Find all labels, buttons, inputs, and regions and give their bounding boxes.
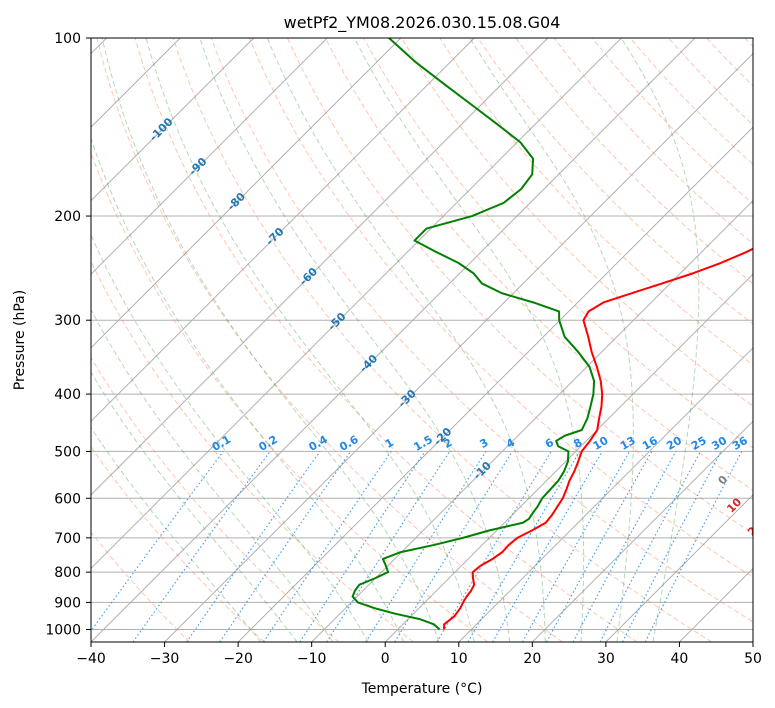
x-tick-label: 20 [523, 651, 541, 667]
background-grid [91, 38, 753, 642]
dry-adiabat-line [172, 38, 713, 642]
moist-adiabat-line [91, 426, 262, 642]
y-tick-label: 300 [54, 313, 81, 329]
reference-lines [91, 38, 753, 642]
isotherm-line [237, 126, 753, 642]
wet-bulb-label: 20 [745, 519, 765, 539]
moist-adiabat-line [354, 38, 585, 642]
isotherm-line [164, 52, 753, 642]
mixing-ratio-line [91, 451, 224, 632]
y-axis-label: Pressure (hPa) [12, 290, 28, 390]
dry-adiabat-line [134, 38, 638, 642]
mixing-ratio-line [326, 451, 451, 642]
axes: −40 −30 −20 −10 0 10 20 30 40 50 100 200 300 400 500 60… [45, 31, 762, 667]
isotherm-line [91, 38, 402, 349]
x-tick-label: −40 [76, 651, 106, 667]
mixing-ratio-line [644, 451, 743, 642]
mixing-ratio-line [521, 451, 631, 642]
isotherm-line [531, 420, 753, 642]
x-tick-label: 40 [671, 651, 689, 667]
moist-adiabat-line [145, 38, 475, 642]
isotherm-line [91, 38, 549, 496]
mixing-ratio-line [572, 451, 677, 642]
moist-adiabat-line [101, 38, 440, 642]
dry-adiabat-line [91, 260, 414, 642]
y-tick-label: 200 [54, 209, 81, 225]
dry-adiabat-line [325, 38, 753, 491]
x-tick-label: 10 [450, 651, 468, 667]
dry-adiabat-line [401, 38, 753, 407]
y-tick-label: 400 [54, 387, 81, 403]
isotherm-line [605, 494, 753, 642]
isotherm-line [458, 347, 753, 642]
dry-adiabat-line [515, 38, 753, 285]
moist-adiabat-line [266, 38, 546, 642]
y-tick-label: 800 [54, 565, 81, 581]
profile-dewpoint [351, 38, 596, 631]
dry-adiabat-line [91, 531, 191, 642]
x-tick-label: 30 [597, 651, 615, 667]
x-tick-label: 0 [381, 651, 390, 667]
isotherm-line [91, 38, 475, 423]
profile-lines [351, 38, 753, 631]
mixing-ratio-line [219, 451, 352, 642]
isotherm-line [311, 199, 753, 642]
y-tick-label: 1000 [45, 622, 81, 638]
isotherm-line [91, 38, 328, 275]
dry-adiabat-line [477, 38, 753, 325]
mixing-ratio-line [394, 451, 513, 642]
dry-adiabat-line [248, 38, 753, 578]
mixing-ratio-line [546, 451, 653, 642]
mixing-ratio-line [263, 451, 392, 642]
moist-adiabat-line [620, 38, 700, 642]
dry-adiabat-line [91, 151, 489, 642]
mixing-ratio-line [132, 451, 271, 642]
mixing-ratio-line [186, 451, 321, 642]
dry-adiabat-line [210, 38, 753, 623]
dry-adiabat-line [91, 356, 340, 642]
x-tick-label: −20 [223, 651, 253, 667]
mixing-ratio-line [299, 451, 426, 642]
plot-frame [90, 37, 754, 643]
y-tick-label: 100 [54, 31, 81, 47]
moist-adiabat-line [91, 136, 405, 642]
moist-adiabat-line [91, 233, 369, 642]
x-tick-label: −10 [297, 651, 327, 667]
y-tick-label: 700 [54, 531, 81, 547]
x-tick-label: −30 [150, 651, 180, 667]
moist-adiabat-line [199, 38, 511, 642]
moist-adiabat-line [91, 308, 334, 642]
isotherm-line [91, 38, 696, 642]
y-tick-label: 600 [54, 491, 81, 507]
isotherm-line [384, 273, 753, 642]
dry-adiabat-line [96, 38, 563, 642]
isotherm-line [91, 38, 622, 570]
y-tick-label: 500 [54, 444, 81, 460]
x-axis-label: Temperature (°C) [361, 681, 483, 697]
chart-title: wetPf2_YM08.2026.030.15.08.G04 [284, 13, 561, 33]
profile-temperature [443, 247, 753, 630]
dry-adiabat-line [91, 445, 265, 642]
x-tick-label: 50 [744, 651, 762, 667]
isotherm-line [91, 38, 255, 202]
y-tick-label: 900 [54, 595, 81, 611]
